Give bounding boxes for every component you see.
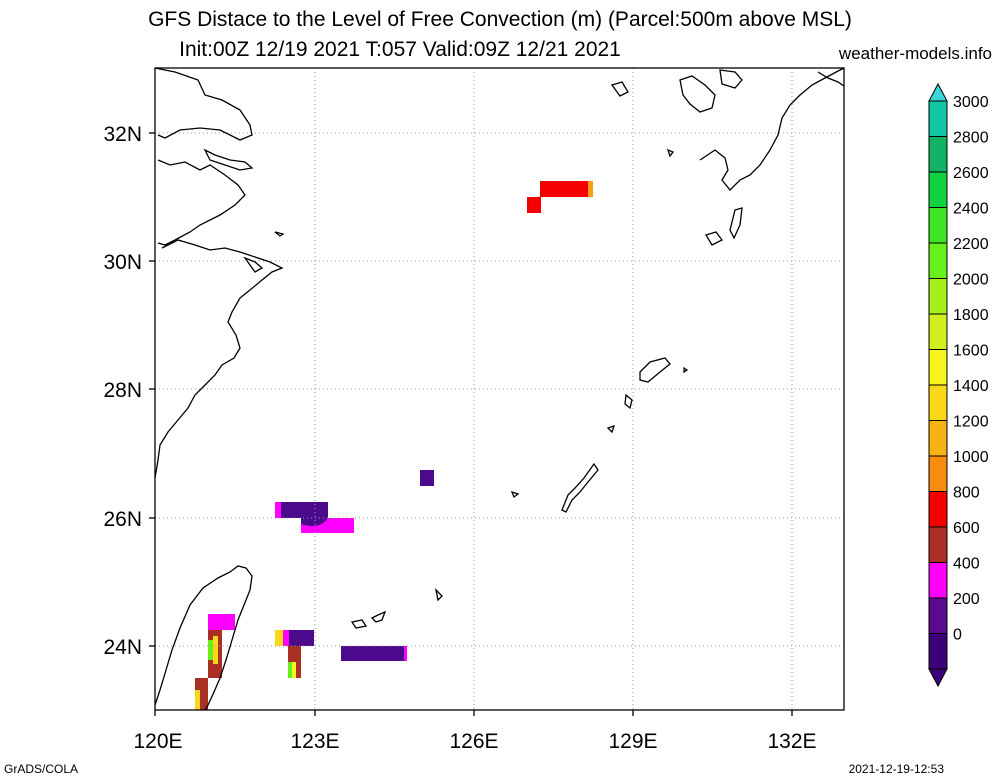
colorbar-label: 400 [953,556,980,573]
colorbar-label: 2600 [953,165,989,182]
colorbar-label: 1800 [953,307,989,324]
colorbar-label: 1400 [953,378,989,395]
field-patch [208,640,213,660]
field-patch [213,636,218,664]
field-patch [288,662,292,678]
field-patch [208,614,235,630]
colorbar-swatch [928,420,948,457]
footer-right-label: 2021-12-19-12:53 [848,762,944,776]
field-patch [275,630,283,646]
field-patch [301,518,328,526]
lon-tick-label: 123E [290,730,339,753]
colorbar-swatch [928,207,948,244]
colorbar-swatch [928,633,948,670]
colorbar-top-arrow [928,82,948,102]
lon-tick-label: 126E [449,730,498,753]
footer-left-label: GrADS/COLA [4,762,79,776]
colorbar-label: 1600 [953,343,989,360]
field-patch [341,646,407,661]
field-patch [420,470,434,486]
colorbar-label: 1000 [953,449,989,466]
lat-tick-label: 24N [103,636,142,659]
field-patch [275,502,328,518]
colorbar-swatch [928,597,948,634]
lon-tick-label: 132E [767,730,816,753]
colorbar: 3000280026002400220020001800160014001200… [928,82,989,688]
colorbar-label: 200 [953,591,980,608]
colorbar-label: 2400 [953,201,989,218]
colorbar-swatch [928,384,948,421]
colorbar-bottom-arrow [928,668,948,688]
lat-tick-label: 30N [103,251,142,274]
colorbar-swatch [928,526,948,563]
colorbar-swatch [928,136,948,173]
colorbar-label: 800 [953,485,980,502]
coastlines [154,67,845,711]
lat-labels: 32N 30N 28N 26N 24N [103,123,142,659]
colorbar-swatch [928,313,948,350]
colorbar-swatch [928,242,948,279]
colorbar-swatch [928,349,948,386]
colorbar-swatch [928,491,948,528]
field-patch [195,690,200,710]
field-patch [283,630,289,646]
lat-tick-label: 32N [103,123,142,146]
map-subtitle: Init:00Z 12/19 2021 T:057 Valid:09Z 12/2… [179,38,621,61]
map-title: GFS Distace to the Level of Free Convect… [148,8,852,31]
field-patch [527,197,541,213]
lon-labels: 120E 123E 126E 129E 132E [133,730,816,753]
lon-tick-label: 120E [133,730,182,753]
colorbar-label: 1200 [953,414,989,431]
field-patch [404,646,407,661]
colorbar-label: 0 [953,627,962,644]
lat-tick-label: 26N [103,508,142,531]
colorbar-label: 2000 [953,272,989,289]
field-patch [540,181,589,197]
graticule [155,68,844,710]
colorbar-swatch [928,171,948,208]
colorbar-label: 2200 [953,236,989,253]
axis-ticks [149,132,793,716]
colorbar-swatch [928,278,948,315]
colorbar-label: 3000 [953,94,989,111]
field-patch [588,181,593,197]
colorbar-label: 2800 [953,130,989,147]
lat-tick-label: 28N [103,379,142,402]
colorbar-swatch [928,100,948,137]
field-patch [292,662,296,678]
credit-label: weather-models.info [838,44,992,63]
field-patches [195,181,593,710]
field-patch [275,502,281,518]
lon-tick-label: 129E [608,730,657,753]
colorbar-swatch [928,562,948,599]
colorbar-label: 600 [953,520,980,537]
colorbar-swatch [928,455,948,492]
